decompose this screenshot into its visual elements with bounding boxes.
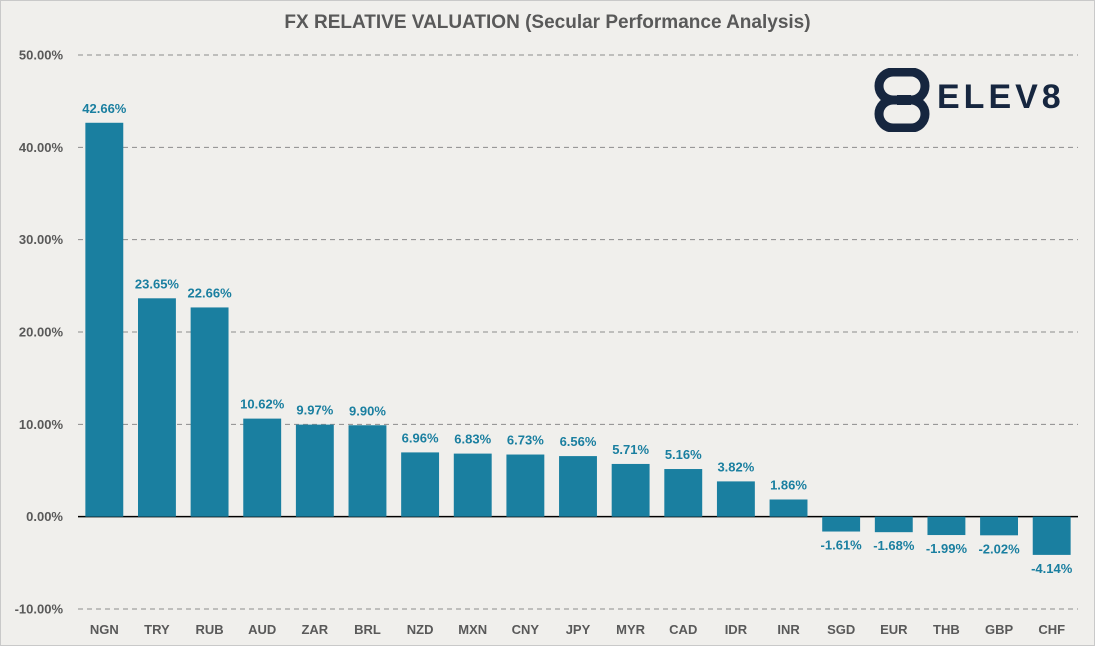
data-label: 6.96% [402,430,439,445]
x-tick-label: TRY [144,622,170,637]
data-label: 10.62% [240,397,285,412]
y-tick-label: 40.00% [19,140,64,155]
data-label: 22.66% [188,285,233,300]
data-label: 9.97% [296,403,333,418]
data-label: 42.66% [82,101,127,116]
bars [85,122,1071,555]
x-tick-label: NZD [407,622,434,637]
labels: 50.00% 40.00% 30.00% 20.00% 10.00% 0.00% -10.0… [15,48,1073,638]
data-label: 6.83% [454,432,491,447]
data-label: -1.61% [821,538,863,553]
bar-thb [927,516,966,536]
data-label: 5.16% [665,447,702,462]
logo-wordmark: ELEV8 [937,78,1065,116]
bar-cny [506,454,545,517]
data-label: 3.82% [717,459,754,474]
y-tick-label: 30.00% [19,232,64,247]
chart-title: FX RELATIVE VALUATION (Secular Performan… [284,12,811,33]
y-tick-label: 20.00% [19,325,64,340]
bar-chf [1032,516,1071,555]
bar-zar [295,424,334,517]
data-label: -1.99% [926,541,968,556]
x-tick-label: ZAR [301,622,328,637]
bar-gbp [980,516,1018,536]
data-label: 6.56% [560,434,597,449]
data-label: 9.90% [349,403,386,418]
data-label: 5.71% [612,442,649,457]
x-tick-label: MYR [616,622,646,637]
x-tick-label: GBP [985,622,1014,637]
bar-idr [716,481,755,517]
bar-aud [243,418,282,517]
data-label: -1.68% [873,538,915,553]
bar-sgd [822,516,861,532]
elev8-mark-icon [874,67,930,133]
x-tick-label: THB [933,622,960,637]
data-label: -2.02% [978,541,1020,556]
x-tick-label: CHF [1038,622,1065,637]
data-label: -4.14% [1031,561,1073,576]
x-tick-label: BRL [354,622,381,637]
x-tick-label: INR [777,622,800,637]
bar-ngn [85,122,124,517]
x-tick-label: SGD [827,622,855,637]
x-tick-label: AUD [248,622,276,637]
y-tick-label: 10.00% [19,417,64,432]
bar-eur [874,516,913,533]
data-label: 6.73% [507,433,544,448]
brand-logo: ELEV8 [873,67,1083,133]
x-tick-label: EUR [880,622,908,637]
x-tick-label: NGN [90,622,119,637]
bar-cad [664,469,703,517]
x-tick-label: JPY [566,622,591,637]
bar-nzd [401,452,440,517]
bar-inr [769,499,808,517]
data-label: 1.86% [770,477,807,492]
bar-brl [348,425,387,517]
x-tick-label: RUB [195,622,223,637]
bar-try [138,298,176,517]
y-tick-label: -10.00% [15,602,64,617]
bar-myr [611,463,650,517]
y-tick-label: 50.00% [19,48,64,63]
x-tick-label: CAD [669,622,697,637]
x-tick-label: CNY [512,622,540,637]
bar-mxn [453,453,492,517]
data-label: 23.65% [135,276,180,291]
y-tick-label: 0.00% [26,509,63,524]
bar-jpy [559,456,597,517]
bar-rub [190,307,229,517]
x-tick-label: IDR [725,622,748,637]
x-tick-label: MXN [458,622,487,637]
